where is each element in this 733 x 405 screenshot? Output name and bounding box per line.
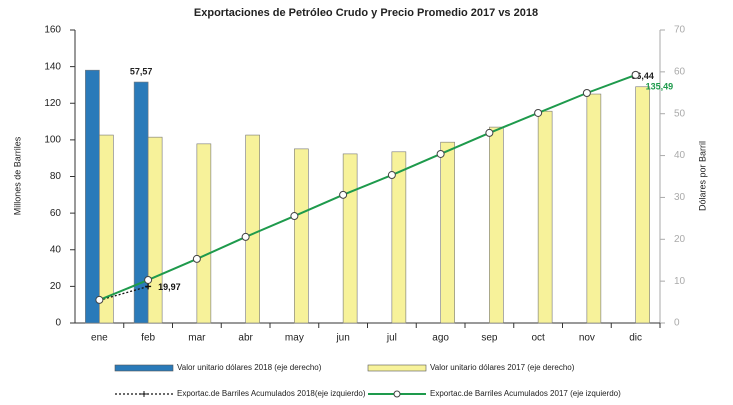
x-tick-label: nov (579, 333, 595, 344)
x-tick-label: ago (432, 333, 449, 344)
x-tick-label: jun (335, 333, 349, 344)
marker (241, 232, 250, 241)
x-tick-label: abr (238, 333, 253, 344)
y2-tick-label: 50 (674, 108, 686, 119)
marker (436, 149, 445, 158)
line (99, 285, 149, 301)
x-tick-label: dic (629, 333, 642, 344)
marker (534, 108, 543, 117)
y2-tick-label: 40 (674, 150, 686, 161)
y-tick-label: 40 (50, 244, 62, 255)
x-tick-label: ene (91, 333, 108, 344)
x-tick-label: sep (481, 333, 498, 344)
y2-tick-label: 60 (674, 66, 686, 77)
x-tick-label: feb (141, 333, 155, 344)
legend-label: Valor unitario dólares 2017 (eje derecho… (430, 363, 575, 372)
value-label: 56,44 (631, 71, 654, 81)
y2-tick-label: 30 (674, 192, 686, 203)
line (98, 73, 636, 301)
legend-marker (393, 390, 401, 398)
bar (635, 86, 650, 324)
marker (631, 70, 640, 79)
bar (440, 141, 455, 324)
chart-title: Exportaciones de Petróleo Crudo y Precio… (194, 7, 538, 19)
marker (485, 128, 494, 137)
bar (586, 93, 602, 324)
y-tick-label: 140 (44, 61, 61, 72)
bar (294, 148, 309, 324)
bar (245, 134, 260, 324)
bar (99, 134, 114, 324)
marker (387, 171, 396, 180)
x-tick-label: jul (386, 333, 397, 344)
bar (391, 151, 407, 324)
bar (147, 136, 163, 324)
marker (339, 190, 348, 199)
bar (342, 153, 358, 324)
legend-swatch (114, 364, 174, 372)
bar (85, 69, 100, 324)
marker (144, 275, 153, 284)
value-label: 135,49 (646, 81, 674, 91)
y2-tick-label: 0 (674, 318, 680, 329)
legend-swatch (367, 364, 427, 372)
y2-tick-label: 20 (674, 234, 686, 245)
legend-marker (141, 391, 147, 397)
marker (95, 295, 104, 304)
legend-label: Valor unitario dólares 2018 (eje derecho… (177, 363, 322, 372)
marker (582, 88, 591, 97)
bar (489, 126, 504, 324)
marker (290, 212, 299, 221)
bar (196, 143, 212, 324)
y-tick-label: 160 (44, 25, 61, 36)
y-tick-label: 0 (55, 318, 61, 329)
bar (537, 110, 553, 324)
x-tick-label: oct (531, 333, 545, 344)
value-label: 57,57 (130, 66, 153, 76)
y-tick-label: 100 (44, 135, 61, 146)
value-label: 19,97 (158, 282, 181, 292)
y-tick-label: 60 (50, 208, 62, 219)
marker (192, 254, 201, 263)
marker (145, 283, 152, 290)
y2-axis-title: Dólares por Barril (697, 141, 707, 211)
y2-tick-label: 70 (674, 25, 686, 36)
y-tick-label: 20 (50, 281, 62, 292)
y-tick-label: 80 (50, 171, 62, 182)
legend-label: Exportac.de Barriles Acumulados 2018(eje… (177, 389, 366, 398)
y-axis-title: Millones de Barriles (12, 136, 22, 215)
x-tick-label: may (285, 333, 304, 344)
x-tick-label: mar (188, 333, 206, 344)
y-tick-label: 120 (44, 98, 61, 109)
legend-label: Exportac.de Barriles Acumulados 2017 (ej… (430, 389, 621, 398)
y2-tick-label: 10 (674, 276, 686, 287)
